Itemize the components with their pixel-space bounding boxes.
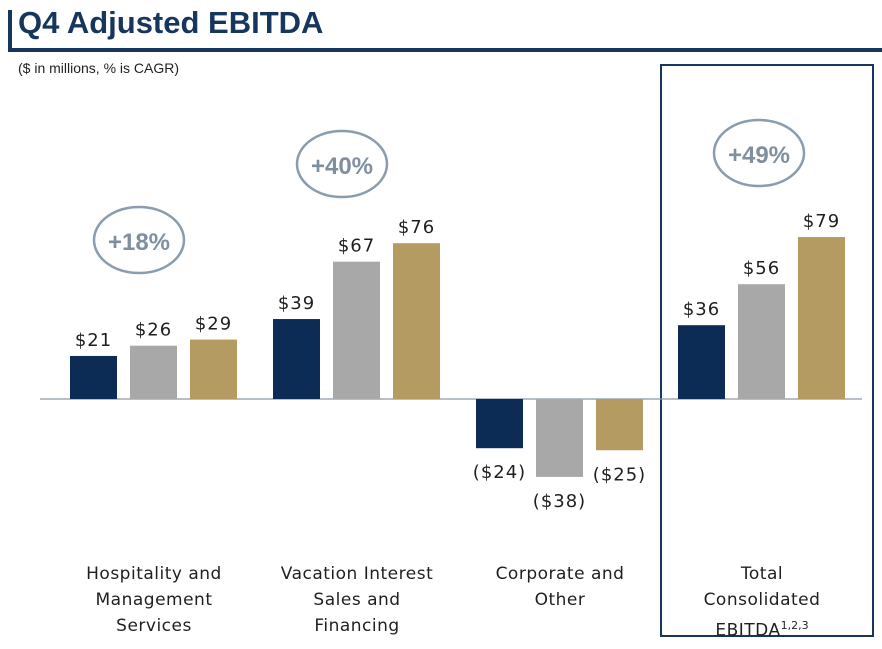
cagr-label-group2: +40% bbox=[311, 153, 373, 180]
bar-series2-group3 bbox=[536, 399, 583, 477]
total-highlight-box bbox=[660, 64, 874, 637]
category-label-line: Services bbox=[116, 616, 192, 636]
cagr-label-group1: +18% bbox=[108, 229, 170, 256]
bar-series1-group4 bbox=[678, 325, 725, 399]
footnote-marker: 1,2,3 bbox=[780, 619, 809, 632]
category-label-line: Vacation Interest bbox=[280, 564, 434, 584]
data-label-series1-group3: ($24) bbox=[473, 462, 526, 483]
bar-series3-group2 bbox=[393, 243, 440, 399]
category-label-line: Sales and bbox=[313, 590, 401, 610]
category-label-4: Total Consolidated EBITDA1,2,3 bbox=[657, 561, 867, 644]
category-label-line: Other bbox=[534, 590, 586, 610]
category-label-line: Corporate and bbox=[495, 564, 625, 584]
data-label-series2-group3: ($38) bbox=[533, 491, 586, 512]
cagr-ellipse-group1 bbox=[92, 205, 186, 275]
bar-series1-group3 bbox=[476, 399, 523, 449]
title-accent bbox=[8, 10, 12, 50]
data-label-series3-group2: $76 bbox=[398, 217, 435, 238]
data-label-series2-group1: $26 bbox=[135, 320, 172, 341]
data-label-series3-group4: $79 bbox=[803, 211, 840, 232]
bar-series1-group1 bbox=[70, 355, 117, 399]
category-label-2: Vacation Interest Sales and Financing bbox=[252, 561, 462, 639]
category-label-line: Hospitality and bbox=[86, 564, 222, 584]
category-label-line: EBITDA1,2,3 bbox=[715, 619, 809, 641]
data-label-series1-group4: $36 bbox=[683, 299, 720, 320]
category-label-line: Consolidated bbox=[703, 590, 821, 610]
data-label-series1-group1: $21 bbox=[75, 330, 112, 351]
cagr-ellipse-group2 bbox=[295, 129, 389, 199]
bar-series3-group1 bbox=[190, 339, 237, 399]
cagr-label-group4: +49% bbox=[728, 142, 790, 169]
bar-series3-group4 bbox=[798, 237, 845, 399]
data-label-series2-group2: $67 bbox=[338, 236, 375, 257]
page-title: Q4 Adjusted EBITDA bbox=[18, 5, 324, 40]
category-label-1: Hospitality and Management Services bbox=[49, 561, 259, 639]
bar-series2-group4 bbox=[738, 284, 785, 399]
bar-series2-group2 bbox=[333, 261, 380, 399]
data-label-series1-group2: $39 bbox=[278, 293, 315, 314]
bar-series3-group3 bbox=[596, 399, 643, 451]
cagr-ellipse-group4 bbox=[712, 118, 806, 188]
data-label-series3-group3: ($25) bbox=[593, 464, 646, 485]
page-subtitle: ($ in millions, % is CAGR) bbox=[18, 60, 180, 76]
category-label-line: Management bbox=[95, 590, 213, 610]
title-rule bbox=[8, 48, 882, 52]
category-label-line: Financing bbox=[314, 616, 400, 636]
category-label-line: Total bbox=[740, 564, 784, 584]
bar-series1-group2 bbox=[273, 319, 320, 399]
data-label-series3-group1: $29 bbox=[195, 314, 232, 335]
bar-series2-group1 bbox=[130, 345, 177, 399]
data-label-series2-group4: $56 bbox=[743, 258, 780, 279]
category-label-3: Corporate and Other bbox=[455, 561, 665, 613]
